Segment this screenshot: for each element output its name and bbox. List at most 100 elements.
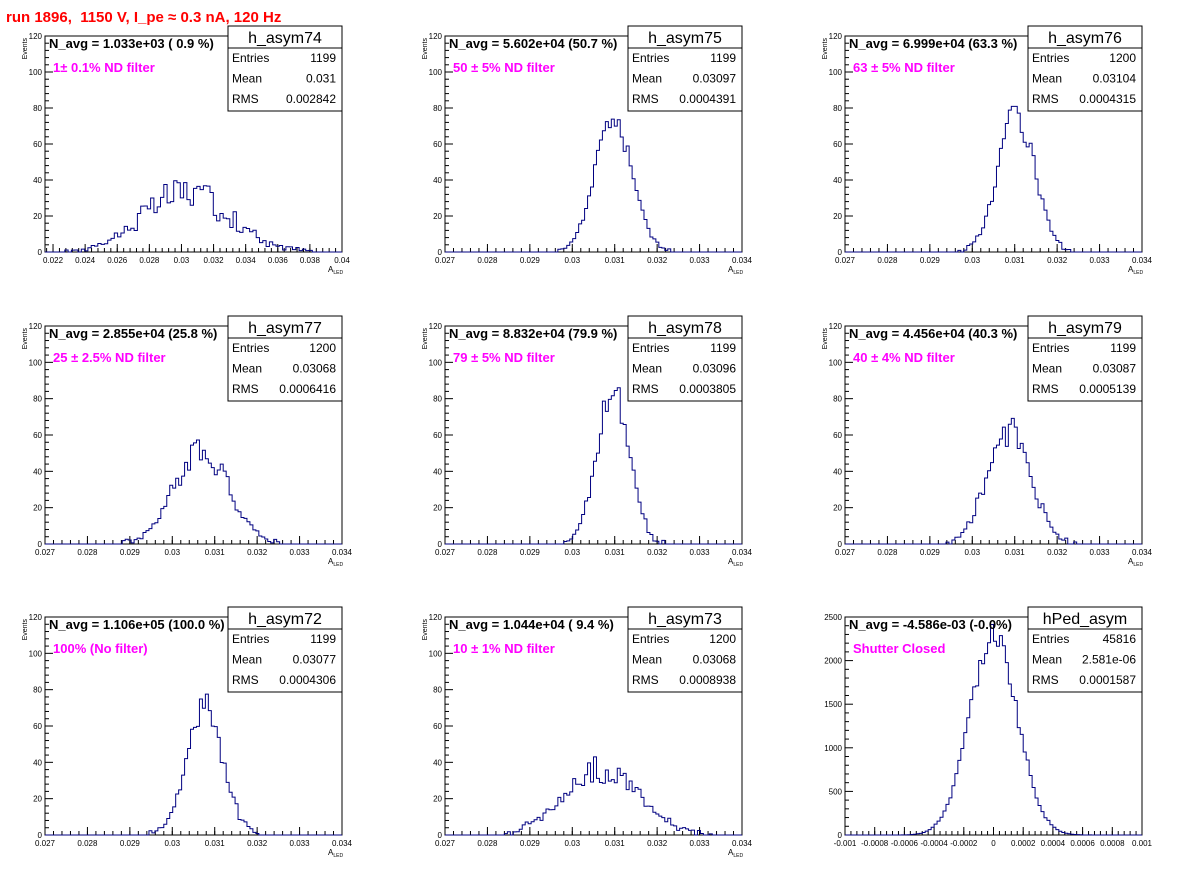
- x-tick-label: 0.028: [77, 839, 98, 848]
- x-tick-label: 0.028: [477, 839, 498, 848]
- x-tick-label: 0.024: [75, 256, 96, 265]
- x-tick-label: 0.029: [120, 839, 141, 848]
- x-tick-label: 0.027: [835, 548, 856, 557]
- y-tick-label: 80: [433, 686, 442, 695]
- x-tick-label: 0: [991, 839, 996, 848]
- y-tick-label: 100: [429, 68, 443, 77]
- stats-key-rms: RMS: [632, 382, 659, 396]
- y-tick-label: 20: [33, 795, 42, 804]
- stats-key-rms: RMS: [632, 92, 659, 106]
- stats-value-entries: 1199: [710, 51, 736, 65]
- stats-key-entries: Entries: [1032, 341, 1069, 355]
- stats-key-mean: Mean: [632, 72, 662, 86]
- x-tick-label: 0.001: [1132, 839, 1153, 848]
- navg-header: N_avg = 2.855e+04 (25.8 %): [49, 326, 217, 341]
- stats-value-rms: 0.0008938: [679, 673, 736, 687]
- y-tick-label: 0: [838, 540, 843, 549]
- y-axis-label: Events: [422, 619, 429, 641]
- stats-value-entries: 1200: [309, 341, 336, 355]
- x-tick-label: 0.03: [164, 548, 180, 557]
- filter-annotation: 40 ± 4% ND filter: [853, 350, 955, 365]
- y-tick-label: 2500: [824, 613, 842, 622]
- x-tick-label: 0.029: [920, 256, 941, 265]
- y-tick-label: 120: [829, 32, 843, 41]
- y-axis-label: Events: [22, 619, 29, 641]
- histogram-name: h_asym74: [248, 30, 322, 47]
- stats-key-mean: Mean: [632, 362, 662, 376]
- filter-annotation: 50 ± 5% ND filter: [453, 60, 555, 75]
- x-tick-label: 0.031: [1005, 256, 1026, 265]
- y-tick-label: 0: [38, 831, 43, 840]
- stats-key-mean: Mean: [232, 653, 262, 667]
- navg-header: N_avg = 6.999e+04 (63.3 %): [849, 36, 1017, 51]
- y-tick-label: 1000: [824, 744, 842, 753]
- stats-value-mean: 0.03068: [293, 362, 337, 376]
- stats-key-entries: Entries: [232, 632, 269, 646]
- navg-header: N_avg = 1.033e+03 ( 0.9 %): [49, 36, 214, 51]
- x-tick-label: 0.027: [35, 548, 56, 557]
- stats-key-rms: RMS: [1032, 92, 1059, 106]
- x-tick-label: 0.032: [647, 839, 668, 848]
- y-tick-label: 0: [438, 248, 443, 257]
- histogram-name: h_asym78: [648, 320, 722, 337]
- x-tick-label: 0.03: [564, 548, 580, 557]
- navg-header: N_avg = -4.586e-03 (-0.0%): [849, 617, 1012, 632]
- filter-annotation: 25 ± 2.5% ND filter: [53, 350, 166, 365]
- y-tick-label: 120: [29, 32, 43, 41]
- x-tick-label: 0.033: [690, 256, 711, 265]
- x-tick-label: 0.026: [107, 256, 128, 265]
- y-tick-label: 0: [838, 831, 843, 840]
- x-tick-label: 0.031: [605, 256, 626, 265]
- y-tick-label: 0: [838, 248, 843, 257]
- y-tick-label: 60: [33, 140, 42, 149]
- y-tick-label: 20: [433, 504, 442, 513]
- y-tick-label: 80: [833, 395, 842, 404]
- x-tick-label: 0.04: [334, 256, 350, 265]
- stats-box: [227, 628, 343, 693]
- x-tick-label: 0.028: [139, 256, 160, 265]
- x-tick-label: 0.028: [477, 548, 498, 557]
- stats-value-entries: 1200: [709, 632, 736, 646]
- y-tick-label: 120: [429, 32, 443, 41]
- x-axis-label: ALED: [728, 848, 743, 859]
- stats-value-mean: 0.03077: [293, 653, 337, 667]
- stats-key-rms: RMS: [1032, 382, 1059, 396]
- y-tick-label: 20: [433, 212, 442, 221]
- y-tick-label: 0: [38, 540, 43, 549]
- stats-key-entries: Entries: [232, 51, 269, 65]
- x-tick-label: 0.034: [732, 839, 753, 848]
- x-tick-label: 0.033: [290, 839, 311, 848]
- x-tick-label: 0.0002: [1011, 839, 1036, 848]
- x-tick-label: 0.027: [435, 256, 456, 265]
- panel-h_asym78: 0 20 40 60 80 100 120 0.027 0.028 0.029 0.03 0.031 0…: [422, 315, 753, 568]
- navg-header: N_avg = 8.832e+04 (79.9 %): [449, 326, 617, 341]
- x-tick-label: 0.032: [1047, 548, 1068, 557]
- x-tick-label: 0.0004: [1041, 839, 1066, 848]
- stats-key-entries: Entries: [1032, 632, 1069, 646]
- x-tick-label: 0.033: [690, 548, 711, 557]
- y-tick-label: 0: [438, 831, 443, 840]
- panel-hPed_asym: 0 500 1000 1500 2000 2500 -0.001 -0.0008 -0.0006…: [824, 606, 1153, 848]
- page-title: run 1896, 1150 V, I_pe ≈ 0.3 nA, 120 Hz: [6, 9, 282, 26]
- stats-value-rms: 0.002842: [286, 92, 336, 106]
- histogram-series: [845, 417, 1142, 545]
- stats-key-mean: Mean: [632, 653, 662, 667]
- x-axis-label: ALED: [1128, 265, 1143, 276]
- x-tick-label: 0.028: [877, 548, 898, 557]
- filter-annotation: 100% (No filter): [53, 641, 148, 656]
- x-tick-label: 0.034: [236, 256, 257, 265]
- stats-value-rms: 0.0001587: [1079, 673, 1136, 687]
- histogram-series: [445, 118, 742, 253]
- x-tick-label: -0.0004: [921, 839, 949, 848]
- x-tick-label: 0.034: [332, 839, 353, 848]
- x-tick-label: 0.0006: [1070, 839, 1095, 848]
- stats-box: [1027, 337, 1143, 402]
- x-tick-label: 0.034: [1132, 256, 1153, 265]
- x-tick-label: 0.029: [920, 548, 941, 557]
- y-tick-label: 20: [833, 212, 842, 221]
- navg-header: N_avg = 4.456e+04 (40.3 %): [849, 326, 1017, 341]
- y-tick-label: 40: [833, 176, 842, 185]
- stats-value-mean: 0.03096: [693, 362, 737, 376]
- y-tick-label: 40: [833, 467, 842, 476]
